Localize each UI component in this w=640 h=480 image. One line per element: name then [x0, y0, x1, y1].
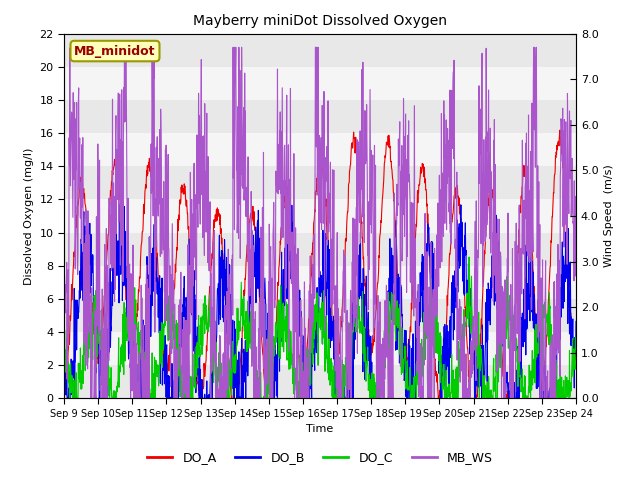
Legend: DO_A, DO_B, DO_C, MB_WS: DO_A, DO_B, DO_C, MB_WS	[142, 446, 498, 469]
Y-axis label: Dissolved Oxygen (mg/l): Dissolved Oxygen (mg/l)	[24, 147, 34, 285]
Bar	[64, 34, 576, 67]
Bar	[64, 166, 576, 199]
Bar	[64, 299, 576, 332]
Bar	[64, 365, 576, 398]
Y-axis label: Wind Speed  (m/s): Wind Speed (m/s)	[604, 165, 614, 267]
Bar	[64, 100, 576, 133]
Text: MB_minidot: MB_minidot	[74, 45, 156, 58]
X-axis label: Time: Time	[307, 424, 333, 434]
Title: Mayberry miniDot Dissolved Oxygen: Mayberry miniDot Dissolved Oxygen	[193, 14, 447, 28]
Bar	[64, 233, 576, 266]
